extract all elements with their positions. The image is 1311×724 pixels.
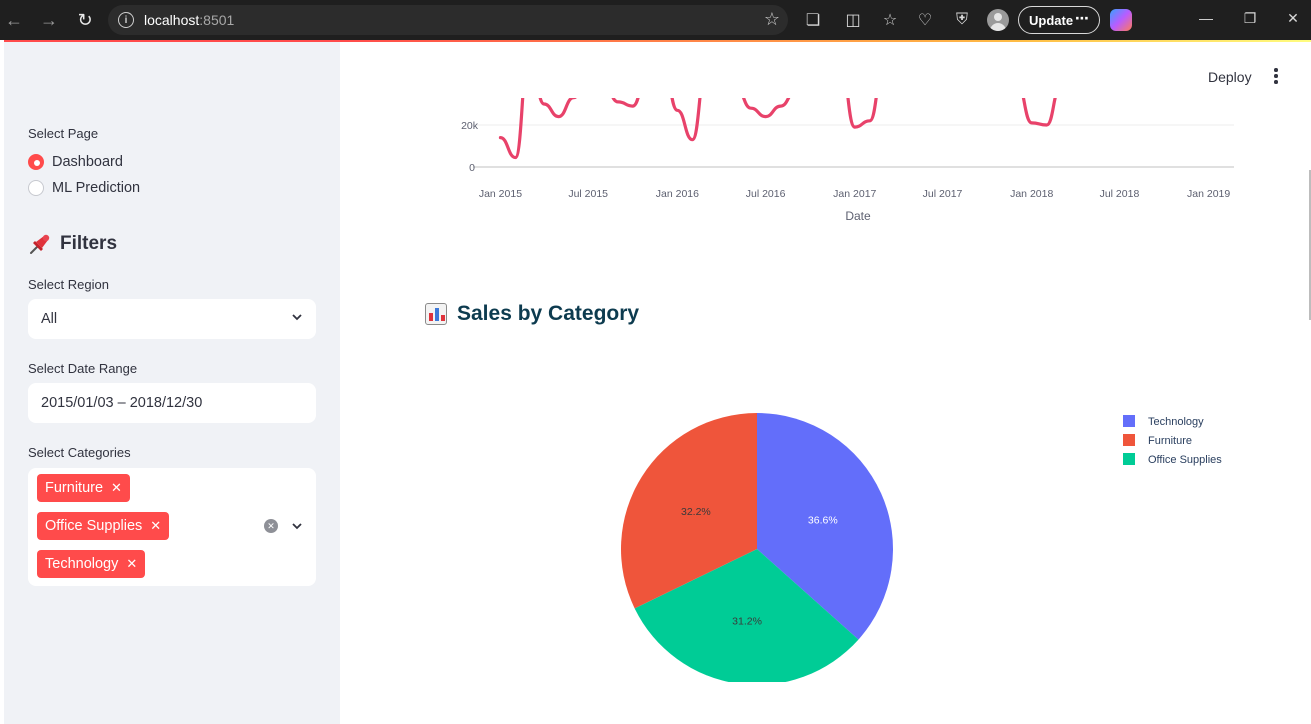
remove-tag-icon[interactable]: ✕ bbox=[150, 518, 162, 533]
legend-swatch bbox=[1123, 434, 1135, 446]
restore-icon[interactable]: ❐ bbox=[1243, 10, 1257, 26]
security-shield-icon[interactable]: ⛨ bbox=[955, 11, 968, 28]
update-button[interactable]: Update ⋯ bbox=[1018, 6, 1100, 34]
x-tick-label: Jan 2019 bbox=[1187, 188, 1230, 200]
scrollbar[interactable] bbox=[1309, 170, 1311, 320]
legend-label: Furniture bbox=[1148, 435, 1192, 447]
legend-swatch bbox=[1123, 415, 1135, 427]
pushpin-icon bbox=[28, 232, 52, 256]
radio-dashboard-label: Dashboard bbox=[52, 154, 123, 170]
remove-tag-icon[interactable]: ✕ bbox=[111, 480, 122, 495]
pie-value-label: 32.2% bbox=[681, 506, 711, 518]
category-section-title: Sales by Category bbox=[425, 302, 639, 326]
y-tick-label: 0 bbox=[469, 162, 475, 174]
x-axis-label: Date bbox=[845, 209, 871, 223]
radio-selected-icon bbox=[28, 154, 44, 170]
update-button-label: Update bbox=[1029, 12, 1074, 28]
address-bar[interactable]: i localhost:8501 ☆ bbox=[108, 5, 788, 35]
y-tick-label: 20k bbox=[461, 120, 479, 132]
legend-label: Office Supplies bbox=[1148, 454, 1222, 466]
chevron-down-icon bbox=[292, 314, 302, 321]
tag-technology: Technology ✕ bbox=[37, 550, 146, 578]
bookmark-star-icon[interactable]: ☆ bbox=[763, 9, 780, 29]
profile-avatar[interactable] bbox=[987, 9, 1009, 31]
pie-slice-technology bbox=[757, 413, 893, 640]
browser-essentials-icon[interactable]: ♡ bbox=[917, 12, 933, 29]
x-tick-label: Jan 2018 bbox=[1010, 188, 1053, 200]
tag-label: Furniture bbox=[45, 480, 104, 496]
date-range-value: 2015/01/03 – 2018/12/30 bbox=[41, 395, 203, 411]
categories-multiselect[interactable]: Furniture ✕ Office Supplies ✕ Technology ✕ … bbox=[28, 468, 316, 586]
header-decoration bbox=[340, 40, 1311, 42]
url-port: :8501 bbox=[199, 12, 235, 28]
filters-heading: Filters bbox=[28, 232, 117, 256]
tag-label: Technology bbox=[45, 556, 119, 572]
browser-toolbar: ← → ↻ i localhost:8501 ☆ ❏ ◫ ☆ ♡ ⛨ Updat… bbox=[0, 0, 1311, 40]
sales-over-time-chart: 0 20k Jan 2015 Jul 2015 Jan 2016 Jul 2016 Jan … bbox=[461, 98, 1234, 223]
tag-label: Office Supplies bbox=[45, 518, 143, 534]
categories-label: Select Categories bbox=[28, 445, 131, 460]
x-tick-label: Jul 2016 bbox=[746, 188, 786, 200]
legend-swatch bbox=[1123, 453, 1135, 465]
region-select[interactable]: All bbox=[28, 299, 316, 339]
deploy-button[interactable]: Deploy bbox=[1208, 69, 1252, 85]
forward-arrow-icon[interactable]: → bbox=[40, 9, 58, 30]
site-info-icon[interactable]: i bbox=[118, 12, 134, 28]
radio-dashboard[interactable]: Dashboard bbox=[28, 154, 123, 170]
x-tick-label: Jan 2015 bbox=[479, 188, 522, 200]
reload-icon[interactable]: ↻ bbox=[77, 9, 93, 30]
date-range-input[interactable]: 2015/01/03 – 2018/12/30 bbox=[28, 383, 316, 423]
x-tick-label: Jan 2016 bbox=[656, 188, 699, 200]
tag-office-supplies: Office Supplies ✕ bbox=[37, 512, 170, 540]
sales-line-series bbox=[498, 98, 1057, 160]
category-title-text: Sales by Category bbox=[457, 302, 640, 325]
favorites-icon[interactable]: ☆ bbox=[882, 12, 898, 29]
radio-unselected-icon bbox=[28, 180, 44, 196]
x-tick-label: Jul 2017 bbox=[923, 188, 963, 200]
bar-chart-icon bbox=[425, 303, 447, 325]
url-host: localhost bbox=[144, 12, 200, 28]
page-select-label: Select Page bbox=[28, 126, 99, 141]
filters-title: Filters bbox=[60, 233, 118, 254]
back-arrow-icon[interactable]: ← bbox=[5, 9, 23, 30]
chevron-down-icon[interactable] bbox=[292, 521, 302, 531]
main-content: Deploy 0 20k Jan 2015 Jul 2015 Jan 2016 Jul 2… bbox=[340, 42, 1311, 724]
clear-all-icon[interactable]: ✕ bbox=[264, 519, 278, 533]
tag-furniture: Furniture ✕ bbox=[37, 474, 130, 502]
pie-value-label: 36.6% bbox=[808, 515, 838, 527]
x-tick-label: Jul 2015 bbox=[568, 188, 608, 200]
x-tick-label: Jul 2018 bbox=[1100, 188, 1140, 200]
close-icon[interactable]: ✕ bbox=[1287, 10, 1299, 26]
region-label: Select Region bbox=[28, 277, 109, 292]
sidebar: Select Page Dashboard ML Prediction Filt… bbox=[4, 40, 340, 724]
pie-value-label: 31.2% bbox=[732, 615, 762, 627]
more-dots-icon: ⋯ bbox=[1075, 10, 1090, 26]
x-tick-label: Jan 2017 bbox=[833, 188, 876, 200]
legend-label: Technology bbox=[1148, 416, 1204, 428]
extensions-icon[interactable]: ❏ bbox=[805, 12, 821, 29]
main-menu-icon[interactable] bbox=[1270, 68, 1282, 88]
region-value: All bbox=[41, 311, 58, 327]
radio-ml-prediction-label: ML Prediction bbox=[52, 180, 141, 196]
pie-slice-furniture bbox=[621, 413, 757, 609]
remove-tag-icon[interactable]: ✕ bbox=[126, 556, 138, 571]
split-screen-icon[interactable]: ◫ bbox=[845, 12, 861, 29]
date-range-label: Select Date Range bbox=[28, 361, 138, 376]
radio-ml-prediction[interactable]: ML Prediction bbox=[28, 180, 140, 196]
copilot-icon[interactable] bbox=[1110, 9, 1132, 31]
sales-by-category-chart: 36.6% 31.2% 32.2% Technology Furniture Office… bbox=[621, 413, 1222, 682]
pie-slice-office-supplies bbox=[634, 549, 859, 682]
minimize-icon[interactable]: — bbox=[1199, 10, 1213, 26]
